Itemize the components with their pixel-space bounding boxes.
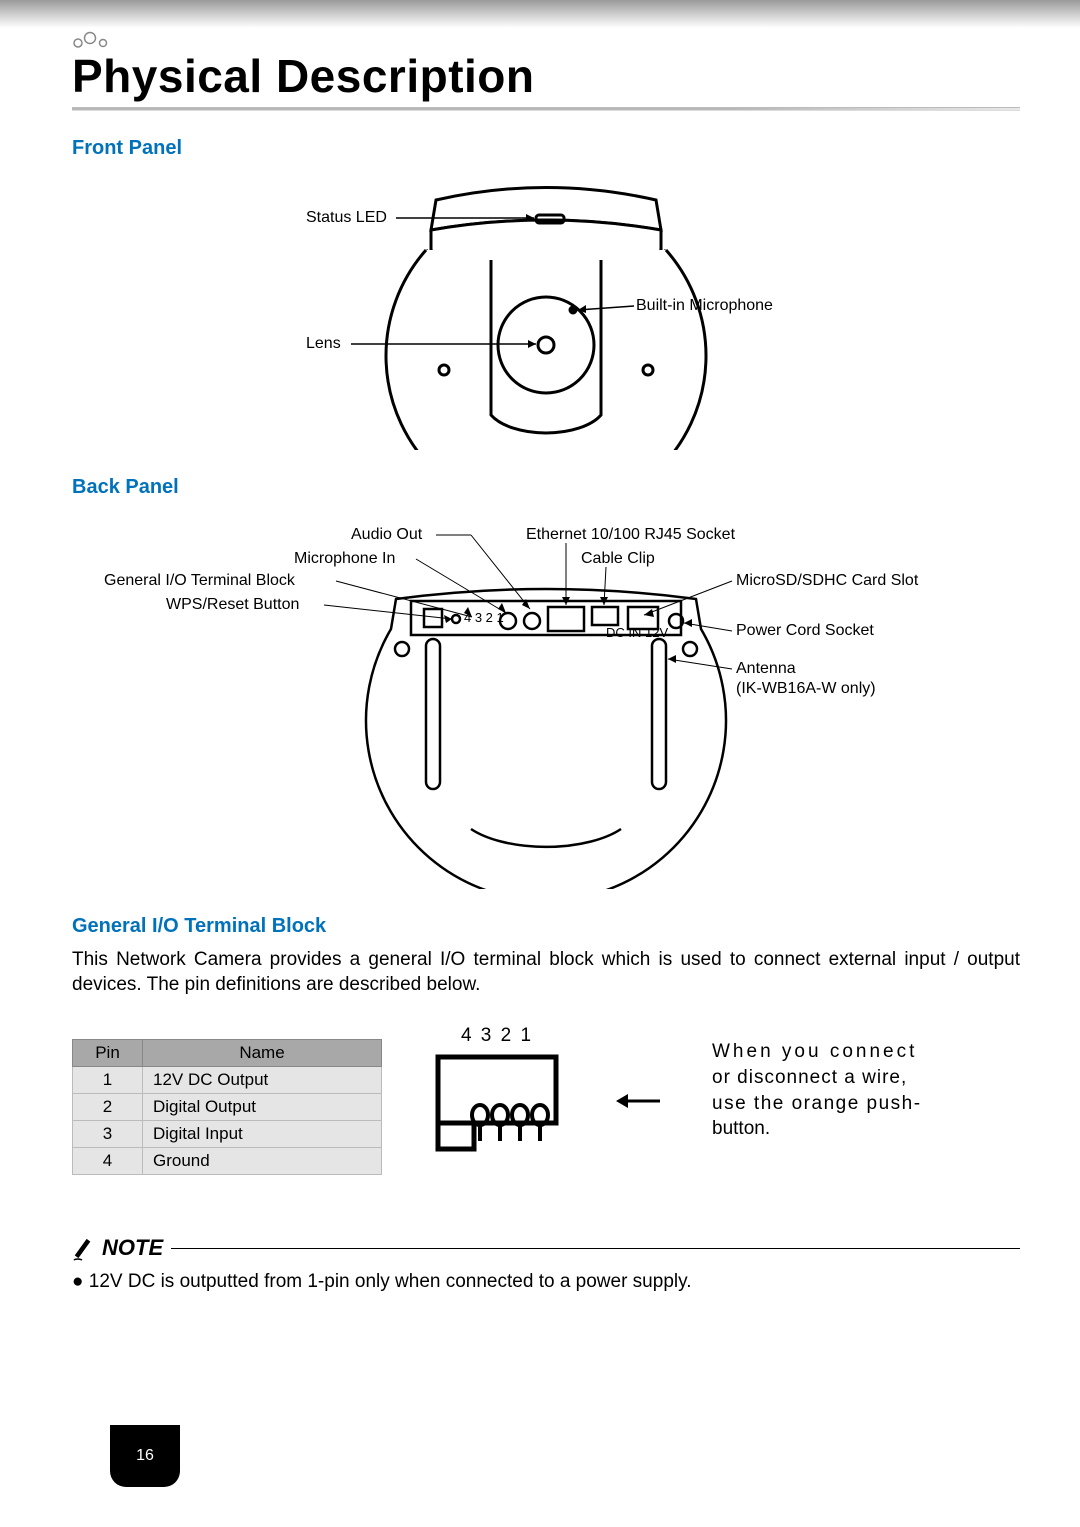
section-heading-front: Front Panel xyxy=(72,137,1020,160)
table-row: 2Digital Output xyxy=(73,1094,382,1121)
note-label: NOTE xyxy=(102,1235,163,1261)
label-status-led: Status LED xyxy=(306,209,387,226)
top-gradient xyxy=(0,0,1080,28)
connector-instruction: When you connect or disconnect a wire, u… xyxy=(712,1039,982,1142)
label-builtin-mic: Built-in Microphone xyxy=(636,297,773,314)
arrow-left-icon xyxy=(612,1061,662,1171)
pin-table-wrap: Pin Name 112V DC Output 2Digital Output … xyxy=(72,1025,382,1175)
connector-pin-numbers: 4 3 2 1 xyxy=(432,1025,562,1047)
pin-table-header-name: Name xyxy=(143,1040,382,1067)
section-heading-back: Back Panel xyxy=(72,476,1020,499)
table-row: 3Digital Input xyxy=(73,1121,382,1148)
pin-table: Pin Name 112V DC Output 2Digital Output … xyxy=(72,1039,382,1175)
label-antenna: Antenna xyxy=(736,660,796,677)
label-cable-clip: Cable Clip xyxy=(581,550,655,567)
label-ethernet: Ethernet 10/100 RJ45 Socket xyxy=(526,526,736,543)
table-row: 112V DC Output xyxy=(73,1067,382,1094)
note-rule xyxy=(171,1248,1020,1249)
svg-text:DC IN 12V: DC IN 12V xyxy=(606,625,668,640)
label-wps: WPS/Reset Button xyxy=(166,596,299,613)
note-item: ● 12V DC is outputted from 1-pin only wh… xyxy=(72,1271,1020,1293)
io-intro-text: This Network Camera provides a general I… xyxy=(72,948,1020,997)
label-mic-in: Microphone In xyxy=(294,550,395,567)
pen-icon xyxy=(72,1235,94,1261)
label-sd-slot: MicroSD/SDHC Card Slot xyxy=(736,572,919,589)
page-content: Physical Description Front Panel Status … xyxy=(72,30,1020,1293)
label-antenna-sub: (IK-WB16A-W only) xyxy=(736,680,876,697)
terminal-block-icon xyxy=(432,1051,562,1161)
label-io-block: General I/O Terminal Block xyxy=(104,572,296,589)
front-panel-diagram: Status LED Lens Built-in Microphone xyxy=(196,170,896,450)
section-heading-io: General I/O Terminal Block xyxy=(72,915,1020,938)
note-block: NOTE ● 12V DC is outputted from 1-pin on… xyxy=(72,1235,1020,1293)
label-power: Power Cord Socket xyxy=(736,622,874,639)
page-number-tab: 16 xyxy=(110,1425,180,1487)
title-rule xyxy=(72,107,1020,111)
table-row: 4Ground xyxy=(73,1148,382,1175)
back-panel-diagram: 4 3 2 1 DC IN 12V Audio Out Microphone I… xyxy=(76,509,1016,889)
pin-table-header-pin: Pin xyxy=(73,1040,143,1067)
io-row: Pin Name 112V DC Output 2Digital Output … xyxy=(72,1025,1020,1175)
connector-diagram-wrap: 4 3 2 1 xyxy=(432,1025,562,1166)
page-title: Physical Description xyxy=(72,49,1020,103)
label-lens: Lens xyxy=(306,335,341,352)
label-audio-out: Audio Out xyxy=(351,526,423,543)
